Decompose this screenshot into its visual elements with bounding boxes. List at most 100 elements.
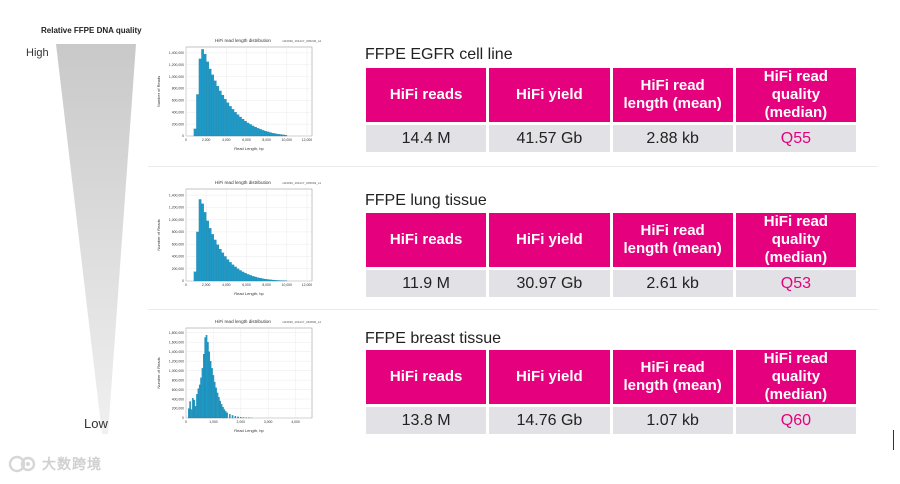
x-tick-label: 6,000	[242, 283, 251, 287]
histogram-bar	[274, 280, 278, 282]
value-yield: 30.97 Gb	[489, 270, 610, 297]
histogram-bar	[244, 121, 247, 137]
histogram-bar	[190, 409, 193, 419]
histogram-bar	[216, 392, 219, 419]
y-axis-label: Number of Reads	[156, 219, 161, 250]
histogram-bar	[240, 417, 242, 419]
value-reads: 14.4 M	[366, 125, 487, 152]
histogram-bar	[213, 239, 217, 282]
y-tick-label: 800,000	[172, 378, 184, 382]
histogram-bar	[189, 401, 191, 419]
histogram-bar	[239, 270, 242, 282]
header-hifi-yield: HiFi yield	[489, 350, 610, 404]
section-divider	[148, 166, 878, 167]
x-axis-label: Read Length, bp	[234, 428, 264, 433]
histogram-bar	[203, 353, 205, 419]
histogram-bar	[279, 134, 283, 137]
y-tick-label: 1,200,000	[169, 359, 184, 363]
y-tick-label: 1,200,000	[169, 63, 184, 67]
y-tick-label: 800,000	[172, 230, 184, 234]
histogram-bar	[276, 280, 280, 282]
histogram-bar	[229, 106, 232, 137]
histogram-bar	[276, 134, 280, 137]
histogram-bar	[220, 404, 223, 419]
histogram-bar	[226, 102, 230, 137]
histogram-bar	[208, 68, 212, 137]
chart-title: HiFi read length distribution	[215, 180, 271, 185]
chart-title: HiFi read length distribution	[215, 38, 271, 43]
histogram-bar	[239, 116, 242, 137]
text-cursor	[893, 430, 894, 450]
value-quality: Q55	[735, 125, 856, 152]
x-tick-label: 8,000	[262, 283, 271, 287]
section-divider	[148, 309, 878, 310]
x-tick-label: 8,000	[262, 138, 271, 142]
y-tick-label: 800,000	[172, 87, 184, 91]
x-tick-label: 0	[185, 420, 187, 424]
chart-tag: m64036_191217_005003_s1	[282, 181, 321, 185]
histogram-bar	[213, 80, 217, 137]
histogram-bar	[224, 256, 227, 282]
y-tick-label: 200,000	[172, 407, 184, 411]
y-axis-label: Number of Reads	[156, 76, 161, 107]
x-tick-label: 12,000	[302, 138, 312, 142]
histogram-bar	[229, 262, 232, 282]
y-tick-label: 600,000	[172, 242, 184, 246]
histogram-bar	[281, 134, 285, 137]
y-tick-label: 400,000	[172, 110, 184, 114]
histogram-bar	[208, 351, 211, 419]
histogram-egfr: HiFi read length distribution m64036_1912…	[154, 33, 324, 158]
header-hifi-reads: HiFi reads	[366, 213, 487, 267]
histogram-lung: HiFi read length distribution m64036_1912…	[154, 175, 324, 303]
histogram-bar	[237, 416, 239, 419]
histogram-bar	[241, 118, 245, 137]
histogram-bar	[192, 398, 194, 419]
histogram-bar	[231, 109, 235, 137]
histogram-chart: HiFi read length distribution m64036_1912…	[156, 319, 321, 433]
histogram-bar	[231, 415, 234, 419]
histogram-bar	[224, 99, 227, 137]
x-tick-label: 0	[185, 283, 187, 287]
value-yield: 14.76 Gb	[489, 407, 610, 434]
histogram-bar	[234, 416, 237, 419]
histogram-bar	[215, 387, 217, 419]
metrics-table-egfr: HiFi reads HiFi yield HiFi read length (…	[363, 68, 859, 152]
histogram-bar	[194, 406, 197, 419]
value-reads: 13.8 M	[366, 407, 487, 434]
histogram-bar	[251, 276, 255, 282]
histogram-bar	[218, 90, 222, 137]
y-tick-label: 0	[182, 279, 184, 283]
header-hifi-reads: HiFi reads	[366, 68, 487, 122]
histogram-bar	[208, 228, 212, 282]
y-axis-label: Number of Reads	[156, 357, 161, 388]
x-axis-label: Read Length, bp	[234, 146, 264, 151]
logo-mark-icon	[8, 455, 36, 473]
x-tick-label: 6,000	[242, 138, 251, 142]
y-tick-label: 200,000	[172, 267, 184, 271]
header-hifi-quality: HiFi read quality (median)	[735, 213, 856, 267]
header-hifi-yield: HiFi yield	[489, 213, 610, 267]
value-length: 2.61 kb	[612, 270, 733, 297]
histogram-bar	[222, 407, 224, 419]
histogram-bar	[207, 342, 209, 419]
x-tick-label: 4,000	[291, 420, 300, 424]
histogram-bar	[198, 384, 201, 419]
x-tick-label: 4,000	[222, 138, 231, 142]
header-hifi-length: HiFi read length (mean)	[612, 213, 733, 267]
y-tick-label: 600,000	[172, 388, 184, 392]
quality-wedge	[56, 44, 136, 434]
histogram-chart: HiFi read length distribution m64036_1912…	[156, 180, 321, 296]
histogram-bar	[216, 86, 220, 137]
histogram-bar	[216, 244, 220, 282]
x-tick-label: 2,000	[202, 283, 211, 287]
histogram-bar	[271, 133, 275, 137]
x-tick-label: 4,000	[222, 283, 231, 287]
watermark-text: 大数跨境	[42, 456, 102, 472]
histogram-bar	[241, 271, 245, 282]
y-tick-label: 600,000	[172, 99, 184, 103]
x-tick-label: 2,000	[237, 420, 246, 424]
histogram-bar	[196, 94, 199, 137]
histogram-bar	[204, 337, 206, 419]
histogram-bar	[201, 49, 204, 137]
histogram-bar	[212, 375, 215, 419]
